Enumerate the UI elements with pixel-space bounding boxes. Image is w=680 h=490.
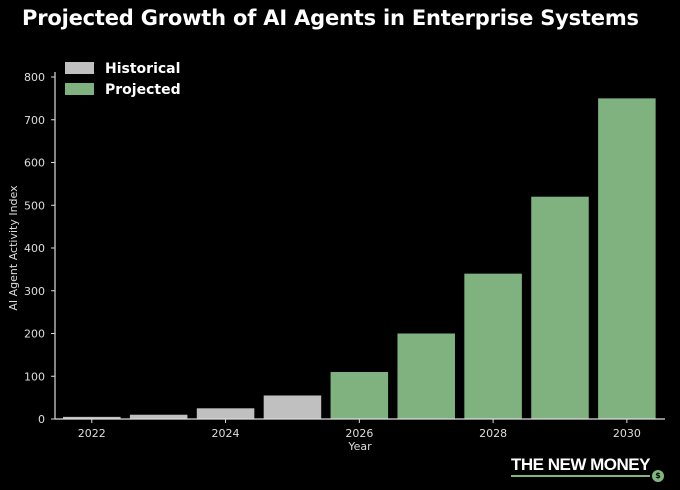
legend-swatch-projected <box>65 83 94 95</box>
y-tick-label: 200 <box>24 328 45 341</box>
coin-icon: $ <box>652 470 664 482</box>
bar-2027 <box>397 333 455 419</box>
y-tick-label: 600 <box>24 157 45 170</box>
legend-label-historical: Historical <box>105 61 180 77</box>
y-tick-label: 500 <box>24 199 45 212</box>
x-tick-label: 2028 <box>479 427 507 440</box>
y-tick-label: 400 <box>24 242 45 255</box>
x-tick-label: 2022 <box>78 427 106 440</box>
bar-2028 <box>464 273 522 419</box>
chart-title: Projected Growth of AI Agents in Enterpr… <box>22 6 639 30</box>
bar-2022 <box>63 416 121 419</box>
bar-2025 <box>263 395 322 419</box>
y-tick-label: 300 <box>24 285 45 298</box>
brand-logo: THE NEW MONEY <box>511 456 650 477</box>
y-tick-label: 700 <box>24 114 45 127</box>
y-tick-label: 100 <box>24 370 45 383</box>
x-tick-label: 2024 <box>212 427 240 440</box>
bar-2030 <box>598 98 656 419</box>
legend-label-projected: Projected <box>105 82 181 98</box>
x-tick-label: 2026 <box>345 427 373 440</box>
bar-2026 <box>330 371 389 419</box>
y-tick-label: 800 <box>24 71 45 84</box>
bar-2029 <box>531 196 589 419</box>
bar-2024 <box>196 408 255 419</box>
legend-swatch-historical <box>65 62 94 74</box>
y-axis-label: AI Agent Activity Index <box>7 185 20 311</box>
x-axis-label: Year <box>347 440 372 453</box>
x-tick-label: 2030 <box>613 427 641 440</box>
bar-2023 <box>129 414 188 419</box>
y-tick-label: 0 <box>38 413 45 426</box>
